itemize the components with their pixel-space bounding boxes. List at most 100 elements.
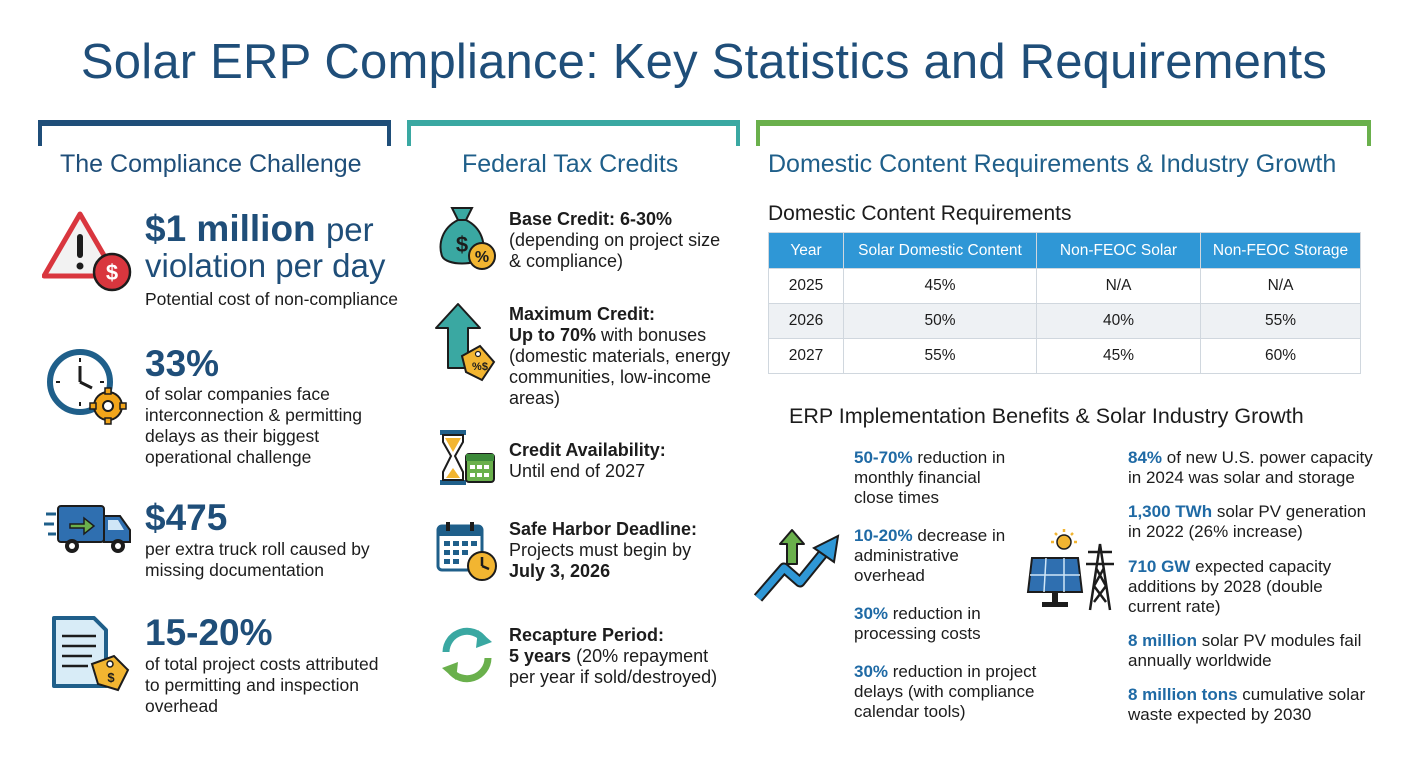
challenge-heading: The Compliance Challenge	[60, 150, 362, 178]
table-cell: N/A	[1200, 268, 1361, 304]
table-row: 2027 55% 45% 60%	[768, 338, 1361, 374]
benefit-project-delays: 30% reduction in project delays (with co…	[854, 662, 1054, 722]
solar-panel-tower-icon	[1026, 529, 1114, 611]
domestic-table-title: Domestic Content Requirements	[768, 202, 1072, 225]
table-cell: 45%	[843, 268, 1037, 304]
stat-delays-value: 33%	[145, 343, 220, 384]
growth-capacity-additions: 710 GW expected capacity additions by 20…	[1128, 557, 1343, 617]
domestic-heading: Domestic Content Requirements & Industry…	[768, 150, 1337, 178]
table-cell: 60%	[1200, 338, 1361, 374]
table-header-solar-content: Solar Domestic Content	[843, 232, 1037, 269]
benefit-admin-bold: 10-20%	[854, 526, 913, 545]
svg-text:%$: %$	[472, 361, 488, 373]
stat-violation-desc: Potential cost of non-compliance	[145, 289, 398, 309]
growth-generation-bold: 1,300 TWh	[1128, 502, 1213, 521]
table-header-row: Year Solar Domestic Content Non-FEOC Sol…	[768, 232, 1361, 269]
benefits-title: ERP Implementation Benefits & Solar Indu…	[789, 404, 1304, 428]
credit-base: Base Credit: 6-30% (depending on project…	[509, 209, 734, 272]
credit-base-heading: Base Credit: 6-30%	[509, 209, 673, 229]
credit-safe-harbor-text: Projects must begin by	[509, 540, 692, 560]
table-header-feoc-solar: Non-FEOC Solar	[1036, 232, 1201, 269]
table-row: 2026 50% 40% 55%	[768, 303, 1361, 339]
credit-safe-harbor-heading: Safe Harbor Deadline:	[509, 519, 698, 539]
domestic-content-table: Year Solar Domestic Content Non-FEOC Sol…	[768, 232, 1361, 374]
delivery-truck-icon	[44, 505, 131, 553]
growth-capacity-bold: 84%	[1128, 448, 1163, 467]
growth-pv-generation: 1,300 TWh solar PV generation in 2022 (2…	[1128, 502, 1378, 542]
table-cell: 55%	[843, 338, 1037, 374]
benefit-processing-text: reduction in processing costs	[854, 604, 981, 643]
stat-truck-desc: per extra truck roll caused by missing d…	[145, 539, 370, 580]
table-cell: 2027	[768, 338, 844, 374]
credit-safe-harbor-date: July 3, 2026	[509, 561, 611, 581]
growth-additions-bold: 710 GW	[1128, 557, 1191, 576]
svg-text:$: $	[107, 670, 115, 685]
domestic-bracket	[756, 120, 1371, 146]
credit-max-bold: Up to 70%	[509, 325, 597, 345]
benefit-processing-bold: 30%	[854, 604, 889, 623]
up-arrow-tag-icon: %$	[435, 303, 496, 382]
challenge-bracket	[38, 120, 391, 146]
benefit-processing-costs: 30% reduction in processing costs	[854, 604, 1004, 644]
benefit-close-bold: 50-70%	[854, 448, 913, 467]
growth-failures-text: solar PV modules fail annually worldwide	[1128, 631, 1362, 670]
credit-safe-harbor: Safe Harbor Deadline: Projects must begi…	[509, 519, 734, 582]
credit-recapture-heading: Recapture Period:	[509, 625, 665, 645]
credit-recapture-bold: 5 years	[509, 646, 572, 666]
growth-power-capacity: 84% of new U.S. power capacity in 2024 w…	[1128, 448, 1388, 488]
growth-capacity-text: of new U.S. power capacity in 2024 was s…	[1128, 448, 1373, 487]
hourglass-calendar-icon	[440, 430, 495, 485]
table-header-year: Year	[768, 232, 844, 269]
page-title: Solar ERP Compliance: Key Statistics and…	[80, 35, 1328, 89]
table-cell: 2026	[768, 303, 844, 339]
benefit-delays-bold: 30%	[854, 662, 889, 681]
document-tag-icon: $	[52, 616, 130, 692]
credits-bracket	[407, 120, 740, 146]
growth-waste-text: cumulative solar waste expected by 2030	[1128, 685, 1366, 724]
benefit-close-times: 50-70% reduction in monthly financial cl…	[854, 448, 1024, 508]
table-cell: 50%	[843, 303, 1037, 339]
credit-base-text: (depending on project size & compliance)	[509, 230, 721, 271]
credit-recapture: Recapture Period: 5 years (20% repayment…	[509, 625, 734, 688]
money-bag-percent-icon: $ %	[439, 207, 496, 270]
stat-truck-value: $475	[145, 497, 228, 538]
growth-waste-bold: 8 million tons	[1128, 685, 1238, 704]
benefit-close-text: reduction in monthly financial close tim…	[854, 448, 1006, 507]
growth-additions-text: expected capacity additions by 2028 (dou…	[1128, 557, 1332, 616]
growth-failures-bold: 8 million	[1128, 631, 1197, 650]
calendar-clock-icon	[436, 522, 497, 581]
credits-heading: Federal Tax Credits	[462, 150, 679, 178]
credit-max-heading: Maximum Credit:	[509, 304, 656, 324]
stat-violation-cost: $1 million per	[145, 210, 374, 249]
table-row: 2025 45% N/A N/A	[768, 268, 1361, 304]
table-header-feoc-storage: Non-FEOC Storage	[1200, 232, 1361, 269]
growth-generation-text: solar PV generation in 2022 (26% increas…	[1128, 502, 1367, 541]
stat-permitting-value: 15-20%	[145, 612, 273, 653]
growth-solar-waste: 8 million tons cumulative solar waste ex…	[1128, 685, 1373, 725]
stat-delays-desc: of solar companies face interconnection …	[145, 384, 362, 467]
stat-violation-value: $1 million	[145, 208, 316, 249]
clock-gear-icon	[47, 349, 127, 425]
benefit-admin-overhead: 10-20% decrease in administrative overhe…	[854, 526, 1014, 586]
credit-availability-text: Until end of 2027	[509, 461, 646, 481]
growth-module-failures: 8 million solar PV modules fail annually…	[1128, 631, 1368, 671]
credit-availability-heading: Credit Availability:	[509, 440, 666, 460]
benefit-delays-text: reduction in project delays (with compli…	[854, 662, 1037, 721]
recycle-arrows-icon	[442, 627, 492, 683]
svg-text:%: %	[475, 249, 489, 266]
credit-max: Maximum Credit: Up to 70% with bonuses (…	[509, 304, 739, 409]
table-cell: 2025	[768, 268, 844, 304]
stat-violation-suffix: per	[325, 211, 374, 248]
credit-availability: Credit Availability: Until end of 2027	[509, 440, 734, 482]
svg-text:$: $	[456, 232, 468, 257]
stat-permitting-desc: of total project costs attributed to per…	[145, 654, 379, 716]
svg-text:$: $	[106, 260, 118, 285]
warning-dollar-icon: $	[42, 211, 132, 292]
benefit-admin-text: decrease in administrative overhead	[854, 526, 1006, 585]
credit-recapture-text: (20% repayment per year if sold/destroye…	[509, 646, 718, 687]
stat-violation-line2: violation per day	[145, 247, 386, 284]
table-cell: 45%	[1036, 338, 1201, 374]
growth-arrow-icon	[754, 529, 840, 602]
table-cell: N/A	[1036, 268, 1201, 304]
table-cell: 40%	[1036, 303, 1201, 339]
